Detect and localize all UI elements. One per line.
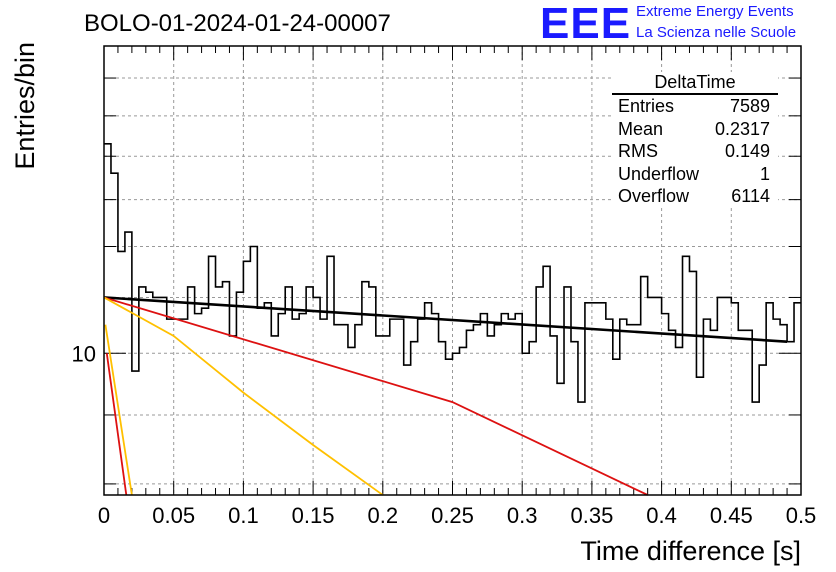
- stats-row-rms: RMS 0.149: [612, 140, 778, 163]
- y-axis-title: Entries/bin: [10, 42, 40, 170]
- logo-caption-line2: La Scienza nelle Scuole: [636, 24, 797, 41]
- stats-row-underflow: Underflow 1: [612, 163, 778, 186]
- fit-curve: [103, 296, 384, 496]
- stats-label: Overflow: [618, 186, 690, 207]
- fit-curves: [103, 296, 788, 496]
- stats-value: 0.2317: [714, 118, 770, 139]
- x-tick-labels: 0 0.05 0.1 0.15 0.2 0.25 0.3 0.35 0.4 0.45 0.5: [98, 503, 816, 528]
- fit-curve: [103, 296, 649, 496]
- fit-curve: [103, 296, 788, 343]
- stats-label: Mean: [618, 118, 664, 139]
- x-tick-label: 0.2: [368, 503, 399, 528]
- fit-curve: [105, 353, 128, 496]
- stats-label: Underflow: [618, 163, 700, 184]
- x-tick-label: 0.5: [786, 503, 817, 528]
- x-tick-label: 0.35: [570, 503, 613, 528]
- histogram-line: [104, 143, 801, 403]
- y-tick-label: 10: [72, 341, 96, 366]
- stats-value: 7589: [729, 96, 770, 116]
- stats-row-mean: Mean 0.2317: [612, 118, 778, 141]
- x-tick-label: 0: [98, 503, 110, 528]
- stats-title: DeltaTime: [612, 72, 778, 95]
- fit-curve: [104, 324, 133, 496]
- histogram-layer: [104, 143, 801, 403]
- chart-title: BOLO-01-2024-01-24-00007: [84, 10, 391, 37]
- x-tick-label: 0.3: [507, 503, 538, 528]
- x-tick-label: 0.4: [646, 503, 677, 528]
- x-axis-title: Time difference [s]: [580, 536, 801, 566]
- stats-value: 0.149: [724, 141, 770, 162]
- stats-row-entries: Entries 7589: [612, 95, 778, 118]
- x-tick-label: 0.15: [292, 503, 335, 528]
- x-tick-label: 0.1: [228, 503, 259, 528]
- stats-value: 1: [759, 163, 770, 184]
- eee-logo: EEE: [540, 0, 632, 48]
- y-tick-labels: 10: [72, 341, 96, 366]
- stats-label: Entries: [618, 96, 675, 116]
- stats-row-overflow: Overflow 6114: [612, 185, 778, 208]
- x-tick-label: 0.45: [710, 503, 753, 528]
- axis-ticks: [103, 46, 802, 495]
- logo-caption-line1: Extreme Energy Events: [636, 3, 794, 20]
- x-tick-label: 0.05: [152, 503, 195, 528]
- x-tick-label: 0.25: [431, 503, 474, 528]
- stats-box: DeltaTime Entries 7589 Mean 0.2317 RMS 0…: [612, 72, 778, 208]
- plot-frame: [103, 45, 802, 496]
- stats-label: RMS: [618, 141, 658, 162]
- stats-value: 6114: [731, 186, 770, 207]
